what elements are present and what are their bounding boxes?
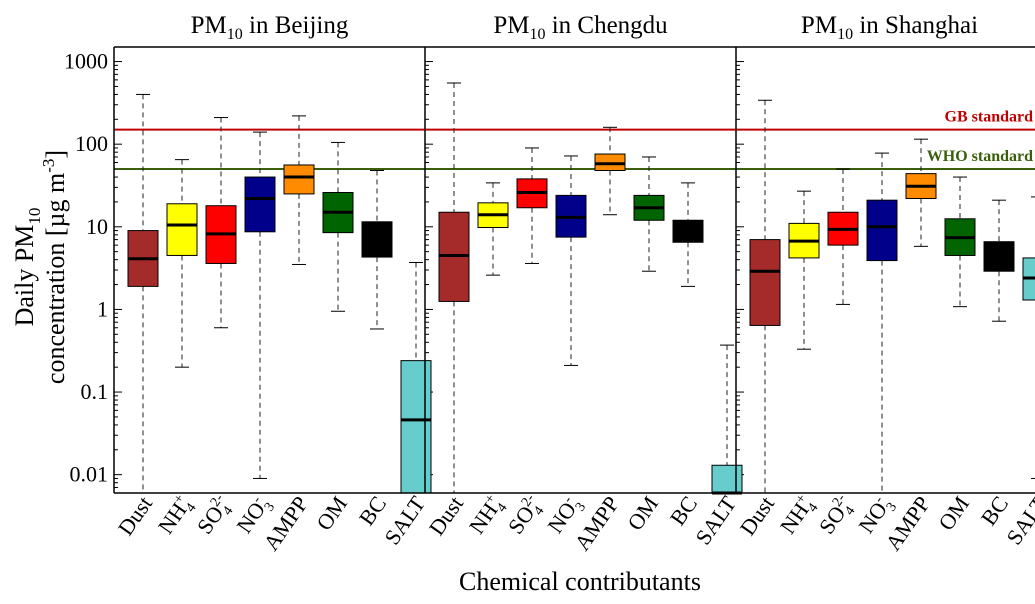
- iqr-box: [400, 360, 432, 494]
- panel-2-box-nh4: [477, 182, 509, 276]
- panel-2-xtick-label-om: OM: [622, 492, 663, 535]
- panel-3-xtick-label-salt: SALT: [1001, 491, 1035, 549]
- panel-2-xtick-label-bc: BC: [665, 492, 702, 530]
- y-axis-label-line2: concentration [µg m-3]: [39, 150, 70, 384]
- panel-1-title: PM10 in Beijing: [191, 12, 349, 43]
- panel-1-box-no3: [244, 131, 276, 479]
- panel-2-box-dust: [438, 82, 470, 493]
- panel-2-title: PM10 in Chengdu: [493, 12, 668, 43]
- panel-1-xtick-label-so4: SO42-: [192, 491, 240, 541]
- panel-1-xtick-label-nh4: NH4+: [153, 491, 200, 541]
- panel-3-title: PM10 in Shanghai: [801, 12, 978, 43]
- panel-2-box-no3: [555, 155, 587, 366]
- panel-1-box-dust: [127, 93, 159, 493]
- iqr-box: [166, 203, 198, 256]
- panel-2-xtick-label-nh4: NH4+: [464, 491, 511, 541]
- panel-1-box-nh4: [166, 159, 198, 368]
- panel-3-xtick-label-nh4: NH4+: [775, 491, 822, 541]
- panel-1-box-ampp: [283, 115, 315, 265]
- iqr-box: [244, 176, 276, 233]
- iqr-box: [866, 199, 898, 262]
- panel-3-box-so4: [827, 168, 859, 305]
- x-axis-label: Chemical contributants: [459, 567, 701, 596]
- y-axis-label-line1: Daily PM10: [10, 208, 44, 327]
- panel-1-xtick-label-om: OM: [311, 492, 352, 535]
- standard-label-who: WHO standard: [927, 148, 1033, 165]
- panel-2-xtick-label-salt: SALT: [690, 491, 741, 549]
- panel-3-box-dust: [749, 99, 781, 493]
- panel-3-box-nh4: [788, 190, 820, 350]
- panel-3-box-no3: [866, 152, 898, 493]
- panel-2-box-bc: [672, 182, 704, 287]
- panel-1-box-om: [322, 141, 354, 312]
- panel-3-box-salt: [1022, 196, 1035, 479]
- panel-3-xtick-label-bc: BC: [976, 492, 1013, 530]
- ytick-label: 0.1: [81, 379, 109, 404]
- iqr-box: [283, 164, 315, 195]
- panel-3-box-om: [944, 176, 976, 308]
- panel-2-xtick-label-dust: Dust: [424, 492, 468, 540]
- panel-1-box-salt: [400, 261, 432, 494]
- panel-3-box-ampp: [905, 138, 937, 247]
- panel-1-xtick-label-dust: Dust: [113, 492, 157, 540]
- panel-3-box-bc: [983, 199, 1015, 322]
- panel-2-box-ampp: [594, 126, 626, 216]
- ytick-label: 1000: [64, 49, 108, 74]
- panel-1-xtick-label-bc: BC: [354, 492, 391, 530]
- ytick-label: 1: [97, 296, 108, 321]
- panel-3-xtick-label-so4: SO42-: [814, 491, 862, 541]
- iqr-box: [749, 239, 781, 326]
- panel-3-xtick-label-dust: Dust: [735, 492, 779, 540]
- panel-1-box-bc: [361, 170, 393, 330]
- panel-1-xtick-label-salt: SALT: [379, 491, 430, 549]
- standard-label-gb: GB standard: [945, 109, 1034, 126]
- panel-2-box-so4: [516, 147, 548, 264]
- panel-2-box-om: [633, 156, 665, 272]
- panel-1-box-so4: [205, 117, 237, 329]
- ytick-label: 0.01: [70, 462, 109, 487]
- iqr-box: [711, 464, 743, 494]
- ytick-label: 10: [86, 214, 108, 239]
- panel-2-xtick-label-so4: SO42-: [503, 491, 551, 541]
- panel-3-xtick-label-om: OM: [933, 492, 974, 535]
- ytick-label: 100: [75, 131, 108, 156]
